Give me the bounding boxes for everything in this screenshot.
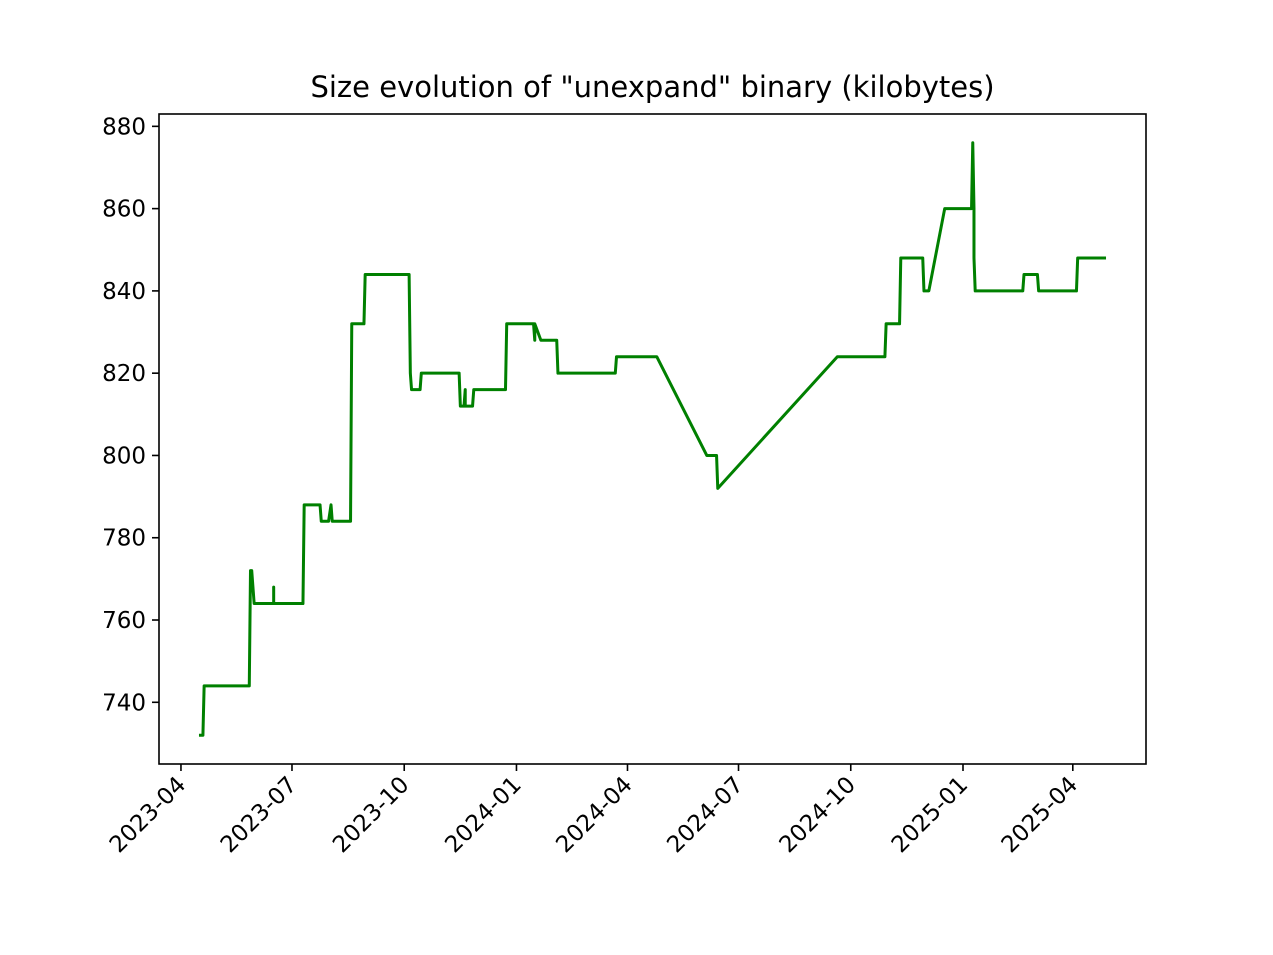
data-point [327,520,330,523]
data-point [329,503,333,507]
data-point [505,322,508,326]
data-point [1076,256,1079,260]
data-point [1036,273,1039,276]
data-point [199,734,202,737]
data-point [504,388,507,391]
data-point [922,289,926,293]
data-point [272,602,275,605]
y-tick-label: 860 [102,197,146,223]
data-point [349,520,352,523]
x-tick-label: 2024-01 [440,772,526,858]
data-point [715,454,718,457]
data-point [331,520,334,523]
data-point [272,585,275,589]
data-point [836,355,839,358]
data-point [539,339,543,342]
data-point [464,388,467,391]
data-point [615,355,618,358]
data-point [655,355,658,358]
data-point [927,289,931,293]
data-point [1037,289,1040,293]
data-point [420,371,423,375]
data-point [899,256,902,260]
data-point [320,520,323,523]
chart-title: Size evolution of "unexpand" binary (kil… [310,70,994,104]
x-tick-label: 2025-01 [887,772,973,858]
data-point [898,322,901,326]
data-point [302,503,306,507]
data-point [301,602,305,605]
data-point [459,404,462,408]
data-point [407,273,411,276]
y-tick-label: 820 [102,361,146,387]
data-point [1103,256,1106,260]
x-tick-label: 2024-04 [551,772,637,858]
data-point [318,503,322,507]
plot-area-frame [158,113,1147,765]
data-point [1022,273,1026,276]
data-point [716,487,719,490]
x-tick-label: 2023-10 [328,772,414,858]
data-point [533,339,536,342]
x-tick-label: 2024-07 [662,772,748,858]
data-point [971,141,974,144]
y-axis-ticks: 740 760 780 800 820 840 860 880 [102,114,159,716]
data-point [464,404,467,408]
data-point [883,355,887,358]
data-point [705,454,708,457]
data-point [410,388,413,391]
x-tick-label: 2025-04 [997,772,1083,858]
data-point [556,371,560,375]
data-point [921,256,924,260]
data-point [250,569,253,572]
x-tick-label: 2023-04 [105,772,191,858]
data-point [202,684,206,688]
data-point [350,322,353,326]
data-point [533,322,536,326]
y-tick-label: 880 [102,114,146,140]
y-tick-label: 800 [102,443,146,469]
data-point [418,388,422,391]
data-point [970,207,973,210]
data-point [1075,289,1078,293]
y-tick-label: 780 [102,526,146,552]
x-tick-label: 2023-07 [216,772,302,858]
data-point [363,273,367,276]
data-point [943,207,946,210]
data-point [472,388,475,391]
data-point [248,684,251,688]
x-axis-ticks: 2023-04 2023-07 2023-10 2024-01 2024-04 2024-… [105,764,1083,858]
data-point [975,289,978,293]
y-tick-label: 760 [102,608,146,634]
y-tick-label: 840 [102,279,146,305]
x-tick-label: 2024-10 [775,772,861,858]
data-point [1021,289,1024,293]
data-point [252,602,256,605]
series-layer [198,141,1107,737]
data-point [972,207,976,210]
data-point [471,404,474,408]
data-point [884,322,888,326]
data-point [201,734,205,737]
data-point [457,371,461,375]
data-point [362,322,366,326]
y-tick-label: 740 [102,690,146,716]
data-point [614,371,617,375]
data-point [555,339,558,342]
series-line-0 [198,141,1107,737]
data-point [409,371,412,375]
data-point [972,256,976,260]
